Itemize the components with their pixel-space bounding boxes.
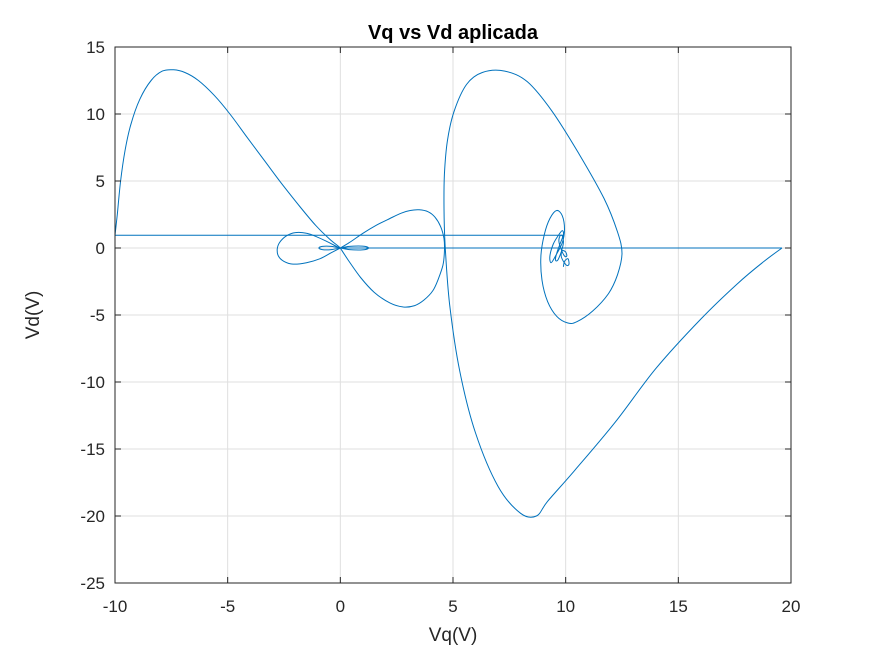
x-tick-label: 10: [556, 597, 575, 616]
data-lines: [114, 69, 783, 518]
x-tick-label: 20: [782, 597, 801, 616]
x-tick-label: -10: [103, 597, 128, 616]
data-series-line: [443, 69, 783, 518]
ticks: [114, 46, 792, 584]
y-tick-label: -20: [80, 507, 105, 526]
x-tick-label: 0: [336, 597, 345, 616]
y-tick-label: 15: [86, 38, 105, 57]
x-axis-label: Vq(V): [429, 625, 478, 646]
y-tick-label: -15: [80, 440, 105, 459]
y-tick-label: 10: [86, 105, 105, 124]
y-tick-label: -25: [80, 574, 105, 593]
y-tick-label: -5: [90, 306, 105, 325]
y-tick-label: 5: [96, 172, 105, 191]
chart-title: Vq vs Vd aplicada: [368, 22, 539, 44]
data-series-line: [318, 245, 369, 251]
data-series-line: [339, 209, 446, 308]
x-tick-label: 15: [669, 597, 688, 616]
y-axis-label: Vd(V): [23, 291, 44, 340]
y-tick-label: -10: [80, 373, 105, 392]
y-tick-label: 0: [96, 239, 105, 258]
x-tick-label: -5: [220, 597, 235, 616]
x-tick-label: 5: [448, 597, 457, 616]
tick-labels: -10 -5 0 5 10 15 20 -25 -20 -15 -10 -5 0 5 10 15: [80, 38, 800, 616]
data-series-line: [114, 69, 341, 249]
data-series-line: [276, 231, 341, 265]
